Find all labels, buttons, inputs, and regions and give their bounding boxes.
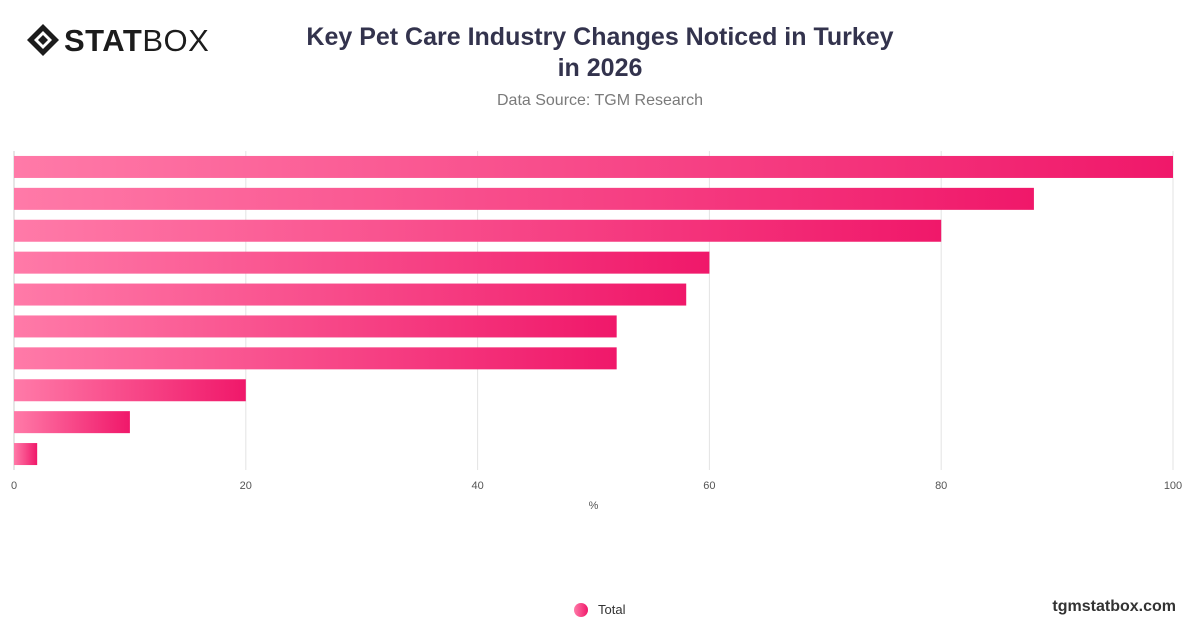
statbox-diamond-icon <box>27 24 59 56</box>
bar <box>14 251 710 274</box>
legend-label: Total <box>598 602 626 617</box>
x-axis-title: % <box>589 500 599 512</box>
statbox-logo: STATBOX <box>26 22 209 58</box>
x-tick-label: 80 <box>935 480 947 492</box>
bar <box>14 283 687 306</box>
x-tick-label: 60 <box>703 480 715 492</box>
chart-subtitle: Data Source: TGM Research <box>496 92 703 109</box>
logo-text-light: BOX <box>142 22 210 58</box>
x-tick-label: 0 <box>11 480 17 492</box>
chart-title: Key Pet Care Industry Changes Noticed in… <box>306 23 894 82</box>
bar <box>14 379 246 402</box>
bar <box>14 315 617 338</box>
bar <box>14 219 942 242</box>
bar <box>14 155 1173 178</box>
bar <box>14 347 617 370</box>
logo-text-bold: STAT <box>64 22 143 58</box>
bar <box>14 443 38 466</box>
logo-wordmark: STATBOX <box>64 25 209 56</box>
legend[interactable]: Total <box>574 602 625 617</box>
x-tick-label: 100 <box>1164 480 1182 492</box>
bar <box>14 187 1034 210</box>
x-tick-label: 40 <box>471 480 483 492</box>
footer-source-link[interactable]: tgmstatbox.com <box>1052 598 1176 615</box>
bar-chart: 0 20 40 60 80 100% <box>11 151 1182 512</box>
legend-marker <box>574 602 588 617</box>
x-tick-label: 20 <box>240 480 252 492</box>
bar <box>14 411 130 434</box>
